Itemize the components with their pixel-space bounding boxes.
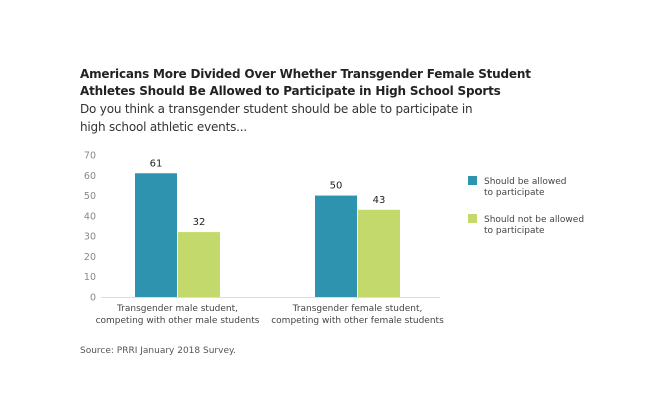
y-tick-label: 40 xyxy=(84,211,96,222)
legend-swatch xyxy=(468,214,477,223)
legend-label: Should not be allowed xyxy=(484,215,584,225)
bar xyxy=(178,232,220,297)
bar-value-label: 32 xyxy=(193,217,206,228)
legend-label: to participate xyxy=(484,226,545,236)
bar-value-label: 50 xyxy=(330,181,343,192)
y-tick-label: 0 xyxy=(90,293,96,304)
x-category-label: competing with other male students xyxy=(96,316,260,326)
legend-label: to participate xyxy=(484,188,545,198)
bar xyxy=(358,209,400,297)
y-tick-label: 10 xyxy=(84,272,96,283)
bar xyxy=(315,195,357,297)
bar-value-label: 61 xyxy=(150,158,163,169)
source-note: Source: PRRI January 2018 Survey. xyxy=(80,346,236,356)
bar xyxy=(135,173,177,297)
y-tick-label: 30 xyxy=(84,232,96,243)
y-tick-label: 50 xyxy=(84,191,96,202)
y-tick-label: 60 xyxy=(84,171,96,182)
x-category-label: Transgender female student, xyxy=(292,304,423,314)
y-tick-label: 20 xyxy=(84,252,96,263)
bar-value-label: 43 xyxy=(373,195,386,206)
chart-subtitle: Do you think a transgender student shoul… xyxy=(80,102,473,134)
legend-label: Should be allowed xyxy=(484,177,566,187)
y-tick-label: 70 xyxy=(84,151,96,162)
x-category-label: competing with other female students xyxy=(271,316,444,326)
chart-title: Americans More Divided Over Whether Tran… xyxy=(80,67,531,98)
legend-swatch xyxy=(468,176,477,185)
x-category-label: Transgender male student, xyxy=(116,304,238,314)
